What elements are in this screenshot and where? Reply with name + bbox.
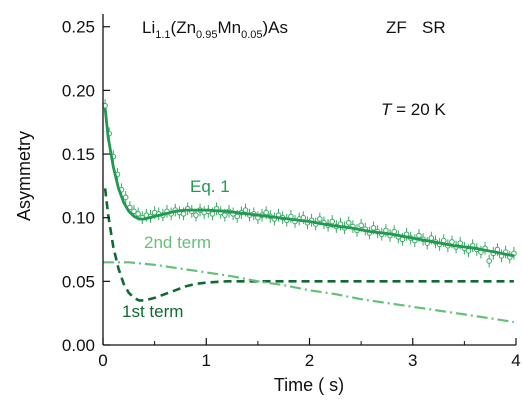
x-axis-title: Time ( s) [274, 375, 344, 395]
axes: 0 1 2 3 4 0.00 0.05 0.10 0.15 0.20 0.25 [62, 14, 521, 370]
formula-part-5: 0.05 [241, 29, 262, 41]
data-point-34 [242, 207, 249, 213]
data-point-7 [131, 208, 137, 215]
y-tick-label-2: 0.10 [62, 209, 95, 228]
y-tick-label-5: 0.25 [62, 18, 95, 37]
temperature-symbol: T [381, 100, 393, 119]
y-tick-label-4: 0.20 [62, 81, 95, 100]
x-tick-label-2: 2 [305, 351, 314, 370]
formula-part-4: Mn [217, 18, 241, 37]
x-tick-label-3: 3 [408, 351, 417, 370]
chart-title-tag-zf: ZF [386, 18, 407, 37]
data-point-52 [317, 216, 323, 222]
data-point-39 [263, 209, 269, 216]
second-term-curve [103, 261, 515, 324]
chart-header: Li1.1(Zn0.95Mn0.05)As ZF SR [142, 18, 446, 41]
second-term-label: 2nd term [144, 233, 211, 252]
y-tick-label-3: 0.15 [62, 145, 95, 164]
plot-area [102, 99, 517, 324]
temperature-label: T = 20 K [381, 100, 446, 119]
formula-part-0: Li [142, 18, 155, 37]
chart-title-tag-sr: SR [422, 18, 446, 37]
data-point-79 [428, 235, 435, 241]
formula-part-2: (Zn [171, 18, 197, 37]
data-point-26 [209, 211, 216, 217]
x-tick-label-4: 4 [511, 351, 520, 370]
x-tick-label-0: 0 [98, 351, 107, 370]
data-point-5 [122, 194, 129, 201]
x-tick-label-1: 1 [202, 351, 211, 370]
data-point-93 [486, 258, 492, 264]
first-term-curve [103, 188, 514, 302]
data-point-19 [180, 211, 187, 217]
y-axis-title: Asymmetry [14, 131, 34, 221]
data-point-8 [135, 211, 141, 217]
fit-label: Eq. 1 [190, 177, 230, 196]
fit-curve [103, 108, 515, 258]
data-point-32 [234, 213, 241, 220]
data-point-86 [457, 240, 464, 246]
y-tick-label-1: 0.05 [62, 272, 95, 291]
data-point-84 [449, 239, 455, 245]
data-point-55 [329, 218, 336, 225]
y-tick-label-0: 0.00 [62, 336, 95, 355]
formula-part-1: 1.1 [155, 29, 170, 41]
data-point-62 [358, 222, 364, 229]
data-point-59 [345, 219, 352, 226]
data-point-76 [416, 232, 422, 239]
formula-part-6: )As [263, 18, 289, 37]
data-point-22 [193, 212, 199, 218]
data-point-65 [370, 225, 377, 231]
data-point-29 [222, 212, 228, 218]
temperature-value: = 20 K [391, 100, 446, 119]
first-term-label: 1st term [122, 302, 183, 321]
chart-title-formula: Li1.1(Zn0.95Mn0.05)As [142, 18, 288, 41]
formula-part-3: 0.95 [196, 29, 217, 41]
data-point-88 [465, 247, 472, 254]
